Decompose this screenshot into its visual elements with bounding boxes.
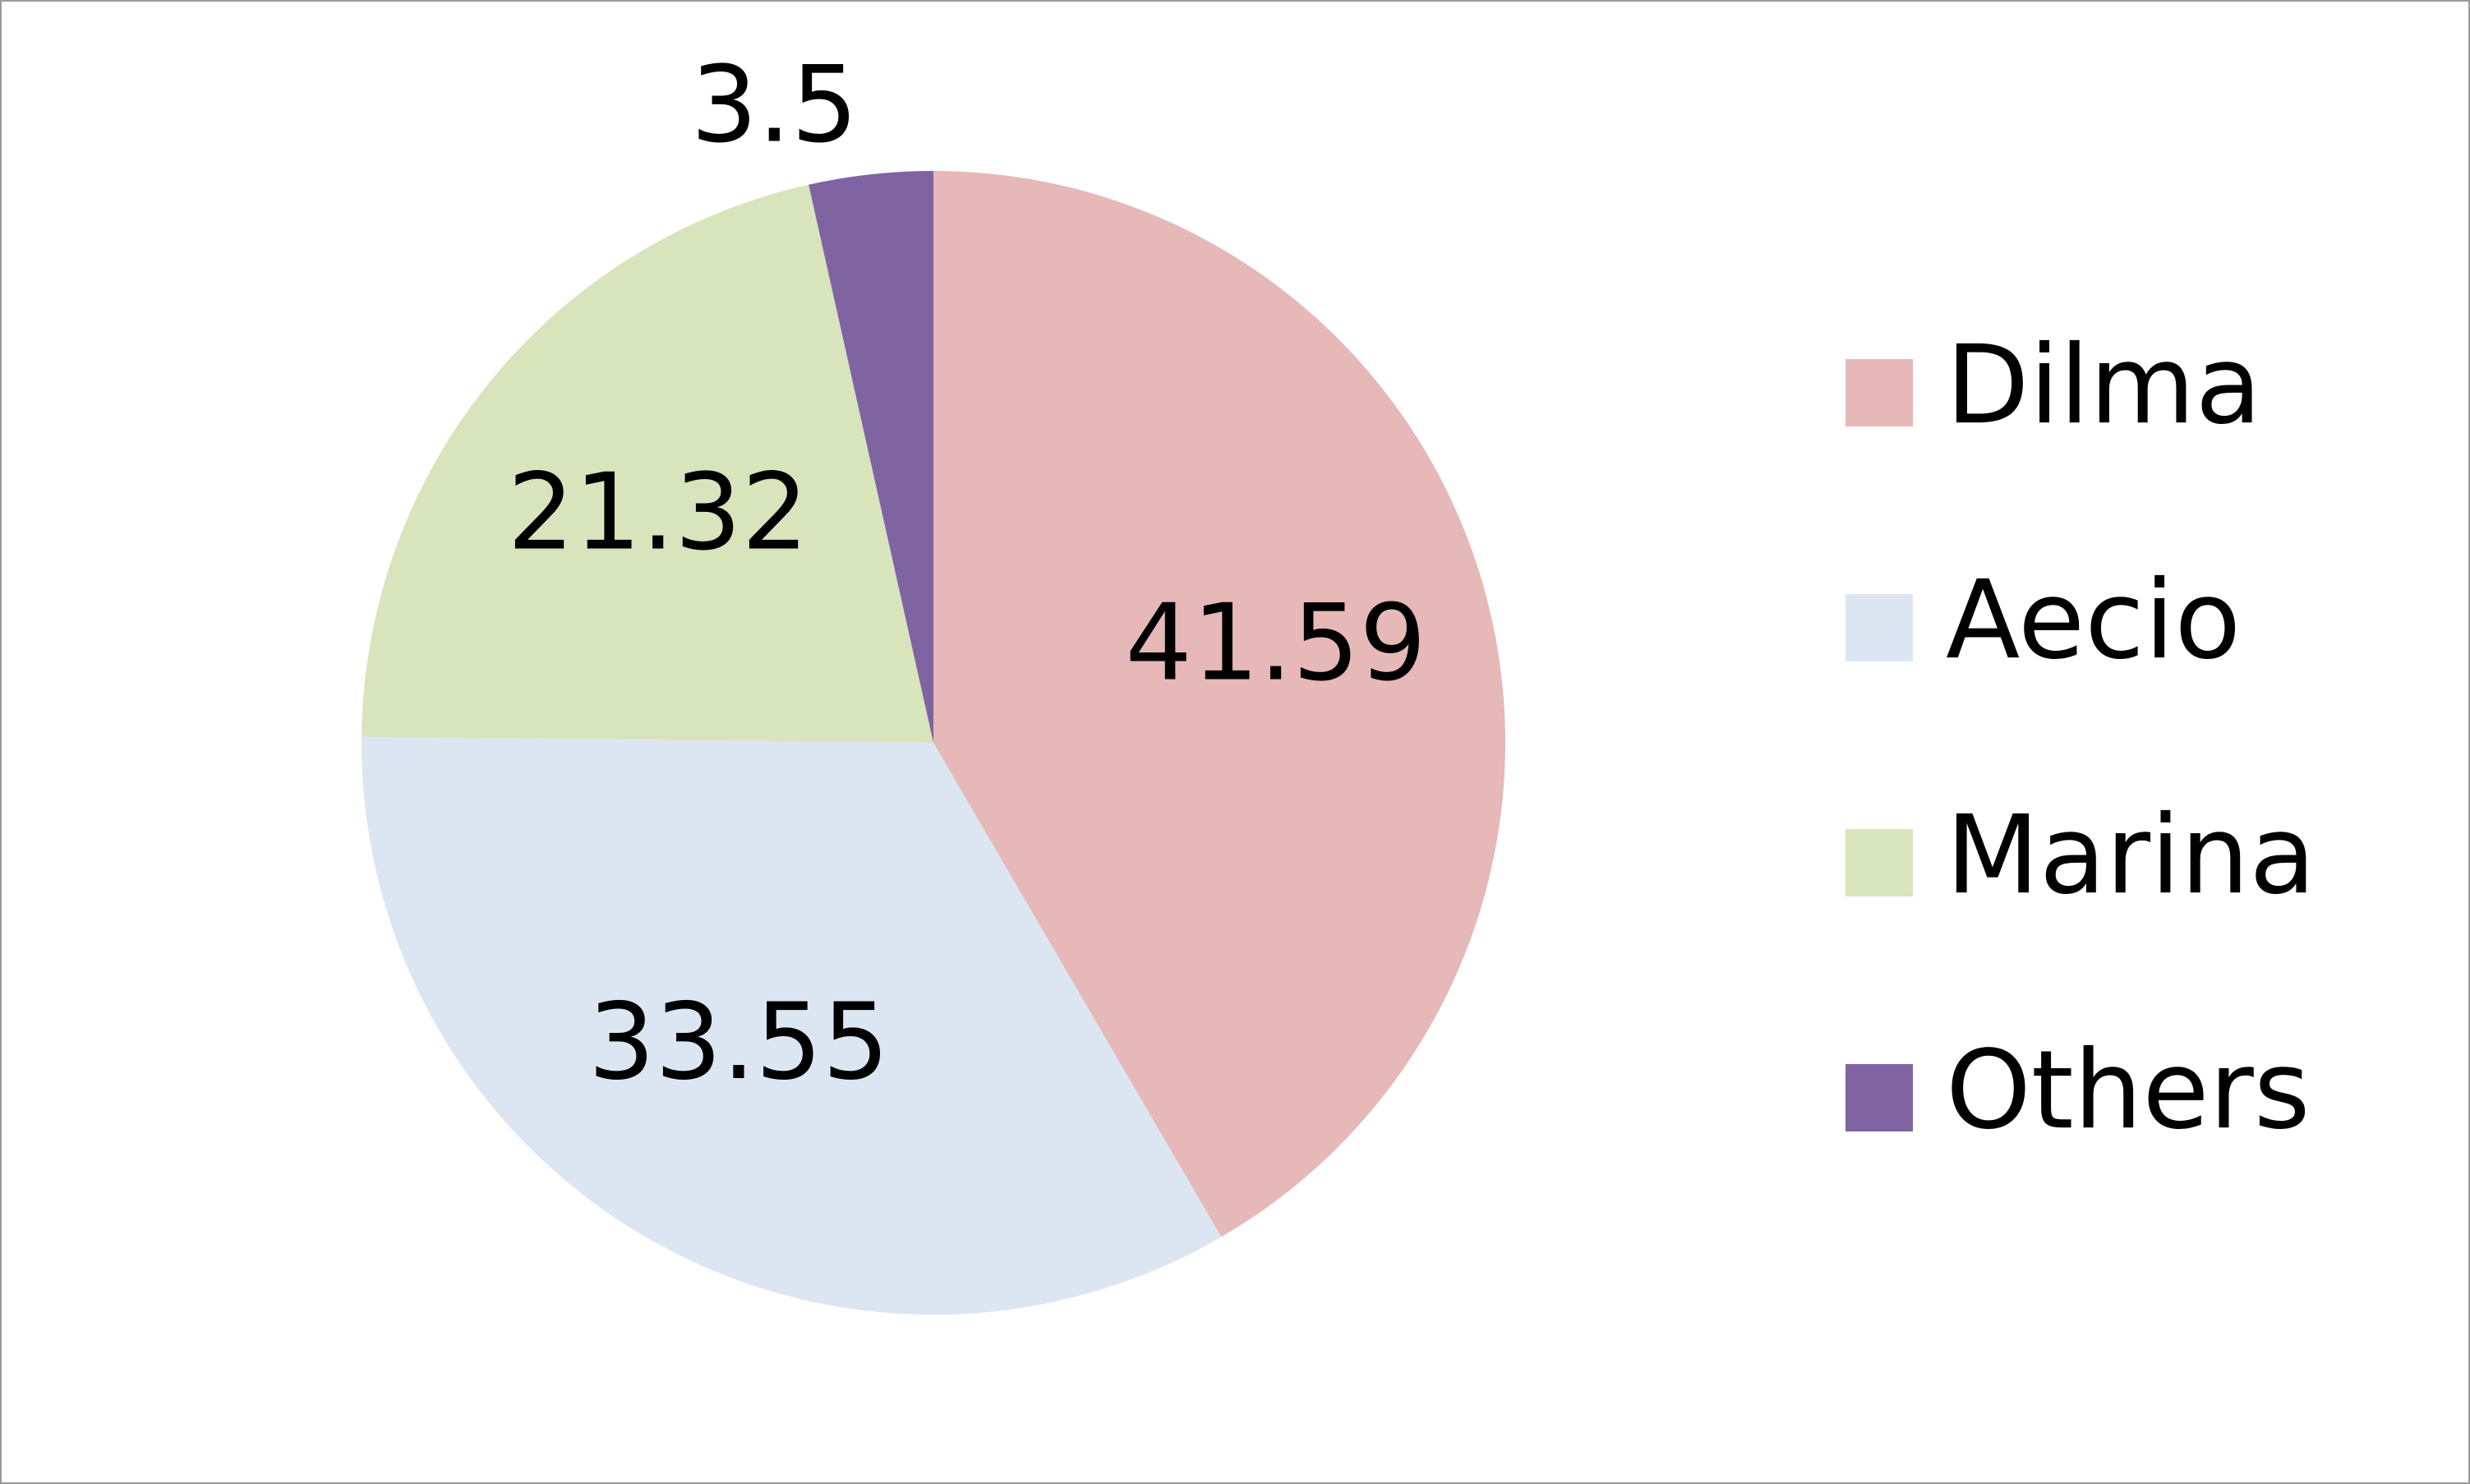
legend-label-dilma: Dilma — [1946, 322, 2261, 449]
pie-slice-aecio — [362, 736, 1222, 1315]
legend-label-marina: Marina — [1946, 792, 2316, 919]
pie-data-labels: 41.59 33.55 21.32 3.5 — [507, 44, 1426, 1104]
legend-swatch-aecio — [1846, 594, 1913, 661]
legend-label-others: Others — [1946, 1027, 2311, 1154]
pie-slice-marina — [362, 184, 933, 744]
legend-swatch-others — [1846, 1064, 1913, 1131]
data-label-dilma: 41.59 — [1125, 583, 1426, 705]
pie-slice-others — [809, 171, 933, 743]
pie-slices — [362, 171, 1505, 1315]
data-label-marina: 21.32 — [507, 452, 808, 574]
data-label-others: 3.5 — [691, 44, 859, 167]
legend-swatch-dilma — [1846, 359, 1913, 426]
legend-label-aecio: Aecio — [1946, 557, 2241, 684]
legend: Dilma Aecio Marina Others — [1846, 322, 2316, 1154]
legend-swatch-marina — [1846, 829, 1913, 896]
pie-slice-dilma — [933, 171, 1505, 1237]
data-label-aecio: 33.55 — [588, 981, 889, 1104]
